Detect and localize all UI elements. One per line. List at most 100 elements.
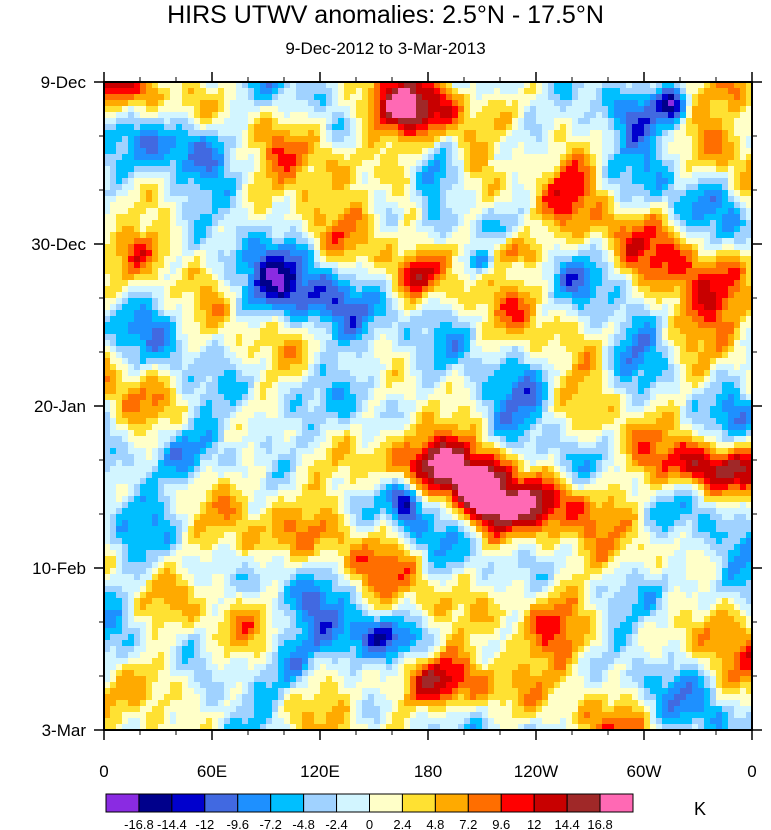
anomaly-cell bbox=[140, 268, 147, 275]
anomaly-cell bbox=[218, 256, 225, 263]
anomaly-cell bbox=[338, 202, 345, 209]
anomaly-cell bbox=[194, 190, 201, 197]
anomaly-cell bbox=[488, 100, 495, 107]
anomaly-cell bbox=[446, 178, 453, 185]
anomaly-cell bbox=[182, 190, 189, 197]
anomaly-cell bbox=[626, 184, 633, 191]
anomaly-cell bbox=[680, 316, 687, 323]
anomaly-cell bbox=[746, 178, 752, 185]
anomaly-cell bbox=[482, 82, 489, 89]
anomaly-cell bbox=[134, 160, 141, 167]
anomaly-cell bbox=[290, 268, 297, 275]
anomaly-cell bbox=[722, 292, 729, 299]
anomaly-cell bbox=[428, 226, 435, 233]
anomaly-cell bbox=[530, 214, 537, 221]
anomaly-cell bbox=[590, 322, 597, 329]
anomaly-cell bbox=[584, 304, 591, 311]
anomaly-cell bbox=[152, 88, 159, 95]
anomaly-cell bbox=[650, 256, 657, 263]
anomaly-cell bbox=[536, 232, 543, 239]
anomaly-cell bbox=[548, 106, 555, 113]
anomaly-cell bbox=[404, 130, 411, 137]
anomaly-cell bbox=[536, 340, 543, 347]
anomaly-cell bbox=[362, 328, 369, 335]
anomaly-cell bbox=[146, 358, 153, 365]
anomaly-cell bbox=[398, 232, 405, 239]
anomaly-cell bbox=[122, 226, 129, 233]
anomaly-cell bbox=[212, 88, 219, 95]
anomaly-cell bbox=[164, 118, 171, 125]
anomaly-cell bbox=[356, 304, 363, 311]
anomaly-cell bbox=[554, 202, 561, 209]
anomaly-cell bbox=[596, 214, 603, 221]
anomaly-cell bbox=[158, 178, 165, 185]
anomaly-cell bbox=[308, 352, 315, 359]
anomaly-cell bbox=[170, 298, 177, 305]
anomaly-cell bbox=[266, 100, 273, 107]
anomaly-cell bbox=[584, 250, 591, 257]
anomaly-cell bbox=[500, 274, 507, 281]
anomaly-cell bbox=[680, 268, 687, 275]
anomaly-cell bbox=[134, 118, 141, 125]
anomaly-cell bbox=[242, 148, 249, 155]
anomaly-cell bbox=[704, 178, 711, 185]
anomaly-cell bbox=[308, 214, 315, 221]
anomaly-cell bbox=[620, 244, 627, 251]
anomaly-cell bbox=[542, 214, 549, 221]
anomaly-cell bbox=[500, 304, 507, 311]
anomaly-cell bbox=[506, 226, 513, 233]
anomaly-cell bbox=[536, 160, 543, 167]
anomaly-cell bbox=[626, 220, 633, 227]
anomaly-cell bbox=[218, 118, 225, 125]
anomaly-cell bbox=[422, 160, 429, 167]
anomaly-cell bbox=[566, 130, 573, 137]
anomaly-cell bbox=[746, 190, 752, 197]
anomaly-cell bbox=[236, 136, 243, 143]
anomaly-cell bbox=[572, 190, 579, 197]
anomaly-cell bbox=[620, 232, 627, 239]
anomaly-cell bbox=[596, 334, 603, 341]
anomaly-cell bbox=[326, 106, 333, 113]
anomaly-cell bbox=[110, 112, 117, 119]
anomaly-cell bbox=[164, 172, 171, 179]
anomaly-cell bbox=[398, 124, 405, 131]
anomaly-cell bbox=[434, 256, 441, 263]
anomaly-cell bbox=[248, 166, 255, 173]
anomaly-cell bbox=[710, 220, 717, 227]
anomaly-cell bbox=[542, 256, 549, 263]
anomaly-cell bbox=[572, 268, 579, 275]
anomaly-cell bbox=[614, 352, 621, 359]
anomaly-cell bbox=[104, 154, 111, 161]
anomaly-cell bbox=[584, 148, 591, 155]
anomaly-cell bbox=[308, 100, 315, 107]
anomaly-cell bbox=[272, 256, 279, 263]
anomaly-cell bbox=[272, 352, 279, 359]
anomaly-cell bbox=[476, 148, 483, 155]
anomaly-cell bbox=[512, 130, 519, 137]
anomaly-cell bbox=[338, 88, 345, 95]
anomaly-cell bbox=[494, 340, 501, 347]
anomaly-cell bbox=[422, 352, 429, 359]
anomaly-cell bbox=[200, 274, 207, 281]
anomaly-cell bbox=[512, 214, 519, 221]
anomaly-cell bbox=[740, 232, 747, 239]
anomaly-cell bbox=[266, 250, 273, 257]
anomaly-cell bbox=[644, 340, 651, 347]
anomaly-cell bbox=[620, 214, 627, 221]
anomaly-cell bbox=[290, 154, 297, 161]
anomaly-cell bbox=[668, 238, 675, 245]
anomaly-cell bbox=[110, 352, 117, 359]
anomaly-cell bbox=[416, 184, 423, 191]
anomaly-cell bbox=[404, 346, 411, 353]
anomaly-cell bbox=[548, 142, 555, 149]
anomaly-cell bbox=[344, 322, 351, 329]
anomaly-cell bbox=[656, 220, 663, 227]
anomaly-cell bbox=[200, 310, 207, 317]
anomaly-cell bbox=[566, 196, 573, 203]
anomaly-cell bbox=[482, 100, 489, 107]
anomaly-cell bbox=[458, 232, 465, 239]
anomaly-cell bbox=[560, 190, 567, 197]
anomaly-cell bbox=[122, 232, 129, 239]
anomaly-cell bbox=[590, 130, 597, 137]
anomaly-cell bbox=[632, 178, 639, 185]
